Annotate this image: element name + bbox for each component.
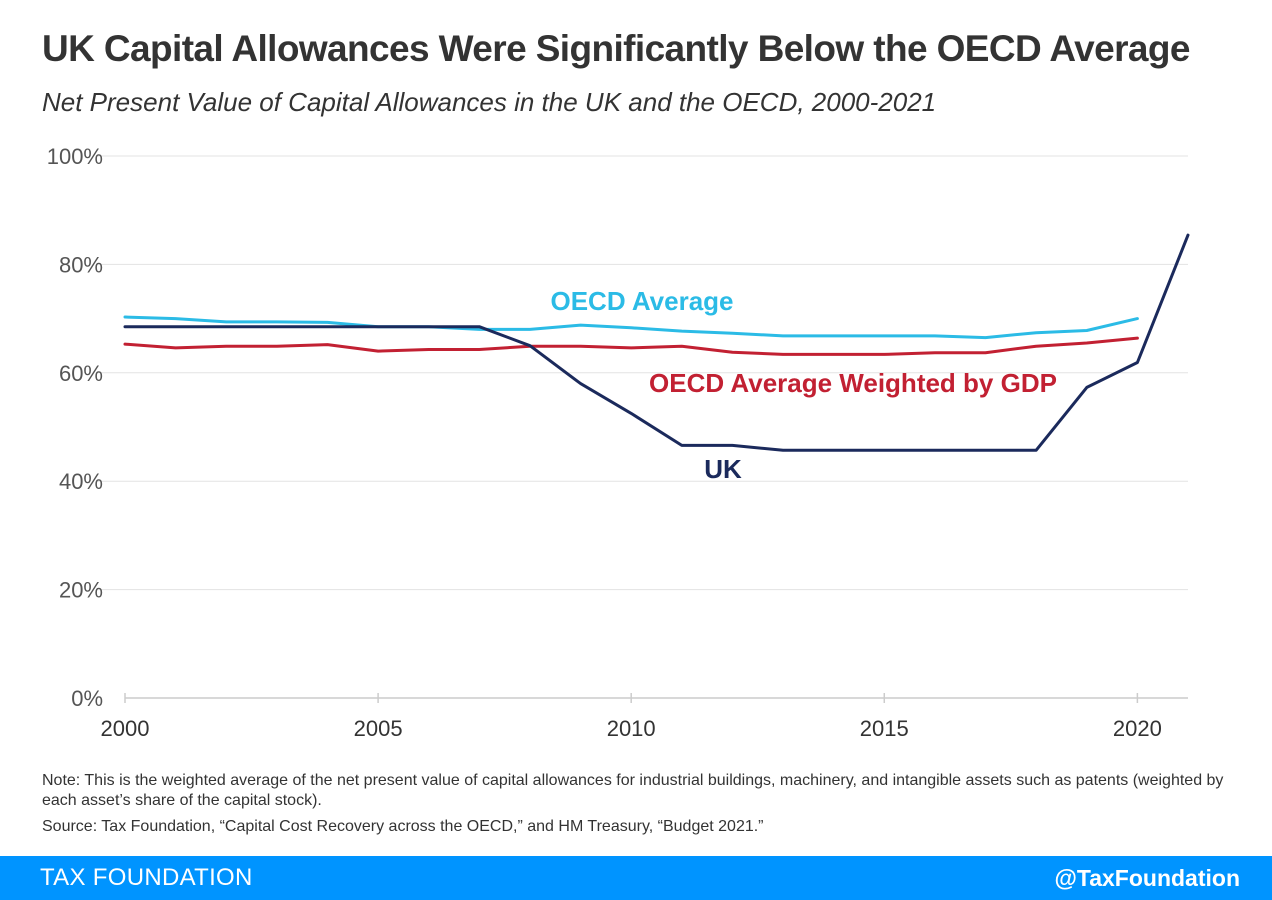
chart-subtitle: Net Present Value of Capital Allowances …	[42, 87, 937, 117]
series-label: OECD Average Weighted by GDP	[649, 368, 1057, 398]
y-tick-label: 80%	[59, 252, 103, 277]
y-tick-label: 0%	[71, 686, 103, 711]
y-tick-label: 20%	[59, 578, 103, 603]
x-tick-label: 2015	[860, 716, 909, 741]
x-tick-label: 2020	[1113, 716, 1162, 741]
x-tick-label: 2005	[354, 716, 403, 741]
source-text: Source: Tax Foundation, “Capital Cost Re…	[42, 818, 764, 835]
series-line	[123, 336, 1139, 356]
note-text: Note: This is the weighted average of th…	[42, 772, 1224, 809]
chart-title: UK Capital Allowances Were Significantly…	[42, 28, 1190, 69]
brand-logo-text: TAX FOUNDATION	[40, 864, 253, 891]
series-line	[123, 233, 1190, 452]
y-tick-label: 100%	[47, 144, 103, 169]
axes: 0% 20% 40% 60% 80% 100% 2000 2005 2010 2015 2020	[47, 144, 1188, 741]
twitter-handle-link[interactable]: @TaxFoundation	[1054, 865, 1240, 891]
series-lines	[123, 233, 1190, 452]
series-label: OECD Average	[550, 286, 733, 316]
footer-bar: TAX FOUNDATION @TaxFoundation	[0, 856, 1272, 900]
series-label: UK	[704, 454, 742, 484]
x-tick-label: 2010	[607, 716, 656, 741]
y-tick-label: 40%	[59, 469, 103, 494]
y-tick-label: 60%	[59, 361, 103, 386]
x-tick-label: 2000	[101, 716, 150, 741]
series-labels: OECD Average OECD Average Weighted by GDP…	[550, 286, 1056, 484]
series-line	[123, 315, 1139, 340]
gridlines	[97, 155, 1188, 591]
line-chart: 0% 20% 40% 60% 80% 100% 2000 2005 2010 2015 2020 O…	[47, 144, 1190, 741]
chart-notes: Note: This is the weighted average of th…	[42, 771, 1232, 843]
